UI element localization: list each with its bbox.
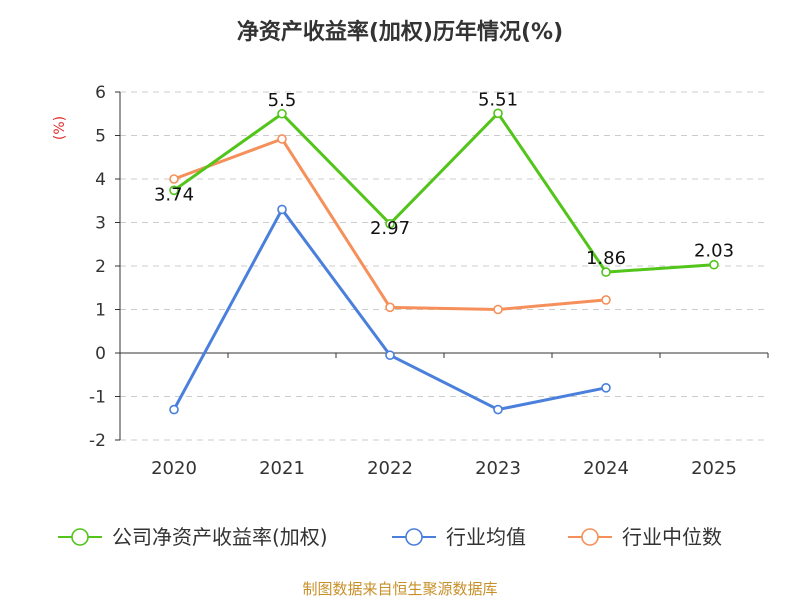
legend-label: 行业中位数: [622, 525, 722, 549]
data-point: [601, 295, 611, 305]
data-label: 2.97: [370, 218, 410, 239]
data-label: 1.86: [586, 248, 626, 269]
y-tick-label: 6: [95, 83, 106, 103]
data-point: [493, 304, 503, 315]
y-tick-label: 0: [95, 344, 106, 364]
legend-label: 行业均值: [446, 525, 526, 549]
chart-title: 净资产收益率(加权)历年情况(%): [236, 20, 564, 45]
y-tick-label: 1: [95, 301, 106, 321]
y-tick-label: -1: [89, 388, 106, 408]
x-tick-label: 2024: [583, 458, 629, 479]
x-tick-label: 2020: [151, 458, 197, 479]
y-tick-label: 5: [95, 127, 106, 147]
series-line: [173, 111, 715, 274]
data-point: [385, 219, 395, 229]
y-tick-label: 4: [95, 170, 106, 190]
data-point: [493, 108, 503, 119]
data-point: [385, 350, 395, 360]
data-point: [601, 267, 611, 277]
y-tick-label: 3: [95, 214, 106, 234]
legend-marker: [405, 528, 423, 546]
data-point: [169, 185, 179, 196]
data-point: [493, 404, 503, 415]
legend-label: 公司净资产收益率(加权): [112, 525, 328, 549]
data-point: [277, 108, 287, 119]
y-tick-label: -2: [89, 431, 106, 451]
data-label: 5.5: [268, 90, 297, 111]
y-axis-label: (%): [52, 116, 68, 140]
x-tick-label: 2025: [691, 458, 737, 479]
legend-marker: [71, 528, 89, 546]
data-point: [277, 204, 287, 215]
x-tick-label: 2023: [475, 458, 521, 479]
data-label: 2.03: [694, 241, 734, 262]
legend-marker: [581, 528, 599, 546]
data-point: [169, 404, 179, 415]
x-tick-label: 2021: [259, 458, 305, 479]
data-point: [385, 302, 395, 313]
data-point: [601, 382, 611, 393]
data-point: [709, 259, 719, 270]
data-point: [169, 174, 179, 184]
source-note: 制图数据来自恒生聚源数据库: [302, 580, 498, 598]
data-point: [277, 134, 287, 144]
y-tick-label: 2: [95, 257, 106, 277]
data-label: 5.51: [478, 89, 518, 110]
x-tick-label: 2022: [367, 458, 413, 479]
data-label: 3.74: [154, 184, 194, 205]
